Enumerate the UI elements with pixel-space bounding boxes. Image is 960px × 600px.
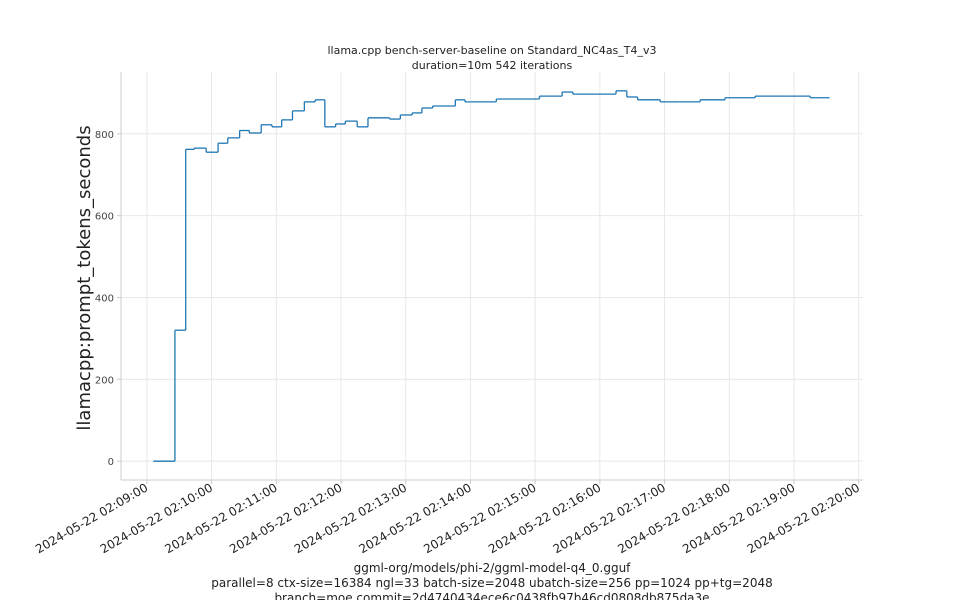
y-axis-label: llamacpp:prompt_tokens_seconds bbox=[74, 125, 95, 430]
y-tick-label: 800 bbox=[95, 130, 114, 141]
x-tick-label: 2024-05-22 02:20:00 bbox=[745, 480, 862, 556]
x-tick-label: 2024-05-22 02:11:00 bbox=[162, 480, 279, 556]
x-tick-label: 2024-05-22 02:15:00 bbox=[421, 480, 538, 556]
y-tick-label: 600 bbox=[95, 212, 114, 223]
x-tick-label: 2024-05-22 02:13:00 bbox=[292, 480, 409, 556]
x-tick-label: 2024-05-22 02:09:00 bbox=[33, 480, 150, 556]
x-tick-label: 2024-05-22 02:17:00 bbox=[551, 480, 668, 556]
footer-line: ggml-org/models/phi-2/ggml-model-q4_0.gg… bbox=[354, 561, 632, 575]
y-tick-label: 0 bbox=[108, 457, 114, 468]
y-tick-label: 200 bbox=[95, 375, 114, 386]
x-tick-label: 2024-05-22 02:10:00 bbox=[98, 480, 215, 556]
y-tick-label: 400 bbox=[95, 293, 114, 304]
chart-subtitle: duration=10m 542 iterations bbox=[412, 59, 573, 72]
x-tick-label: 2024-05-22 02:19:00 bbox=[680, 480, 797, 556]
footer-line: branch=moe commit=2d4740434ece6c0438fb97… bbox=[274, 591, 709, 600]
x-tick-label: 2024-05-22 02:18:00 bbox=[615, 480, 732, 556]
chart-title: llama.cpp bench-server-baseline on Stand… bbox=[327, 44, 656, 57]
x-tick-label: 2024-05-22 02:12:00 bbox=[227, 480, 344, 556]
footer-line: parallel=8 ctx-size=16384 ngl=33 batch-s… bbox=[211, 576, 772, 590]
x-tick-label: 2024-05-22 02:16:00 bbox=[486, 480, 603, 556]
x-tick-label: 2024-05-22 02:14:00 bbox=[357, 480, 474, 556]
